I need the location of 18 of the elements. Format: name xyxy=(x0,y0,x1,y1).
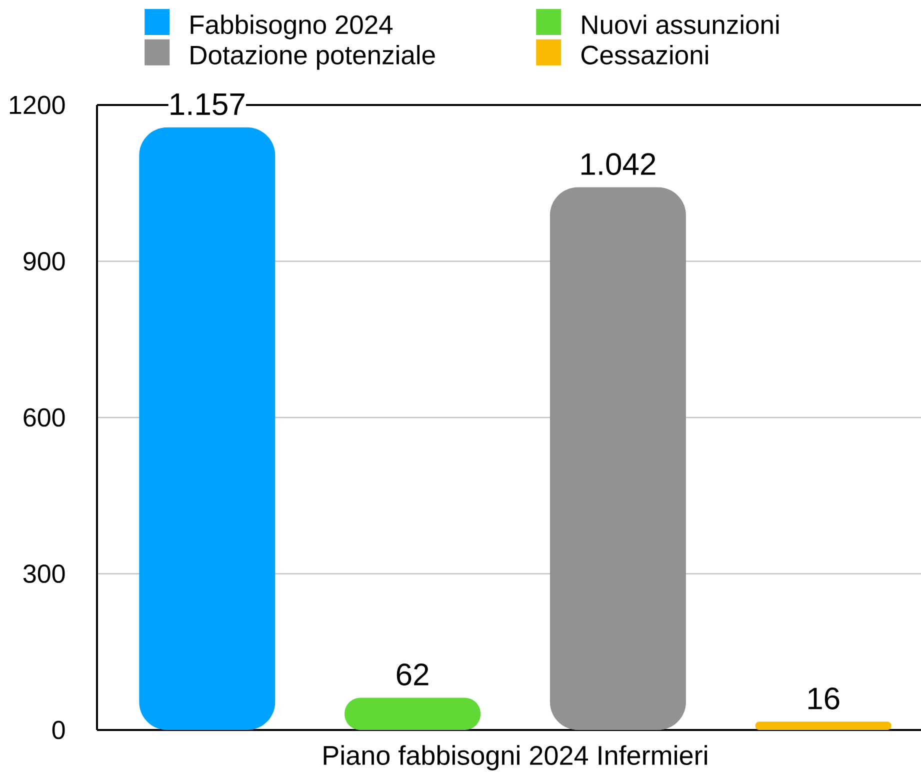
y-tick-label: 900 xyxy=(24,252,65,270)
legend-label: Cessazioni xyxy=(581,44,708,64)
bar xyxy=(550,187,686,730)
bar xyxy=(344,698,481,730)
legend-label: Fabbisogno 2024 xyxy=(190,14,393,40)
y-tick-label: 600 xyxy=(24,408,65,427)
data-label: 1.042 xyxy=(582,153,656,176)
y-tick-label: 0 xyxy=(52,720,65,740)
x-tick-label: Piano fabbisogni 2024 Infermieri xyxy=(324,745,707,770)
data-label: 1.157 xyxy=(170,94,244,116)
data-label: 62 xyxy=(396,664,428,686)
legend-label: Dotazione potenziale xyxy=(190,44,435,70)
bar xyxy=(755,722,892,730)
y-tick-label: 1200 xyxy=(10,96,65,114)
bar xyxy=(139,127,276,730)
data-label: 16 xyxy=(808,688,840,710)
y-tick-label: 300 xyxy=(23,564,65,583)
legend-label: Nuovi assunzioni xyxy=(582,14,779,34)
